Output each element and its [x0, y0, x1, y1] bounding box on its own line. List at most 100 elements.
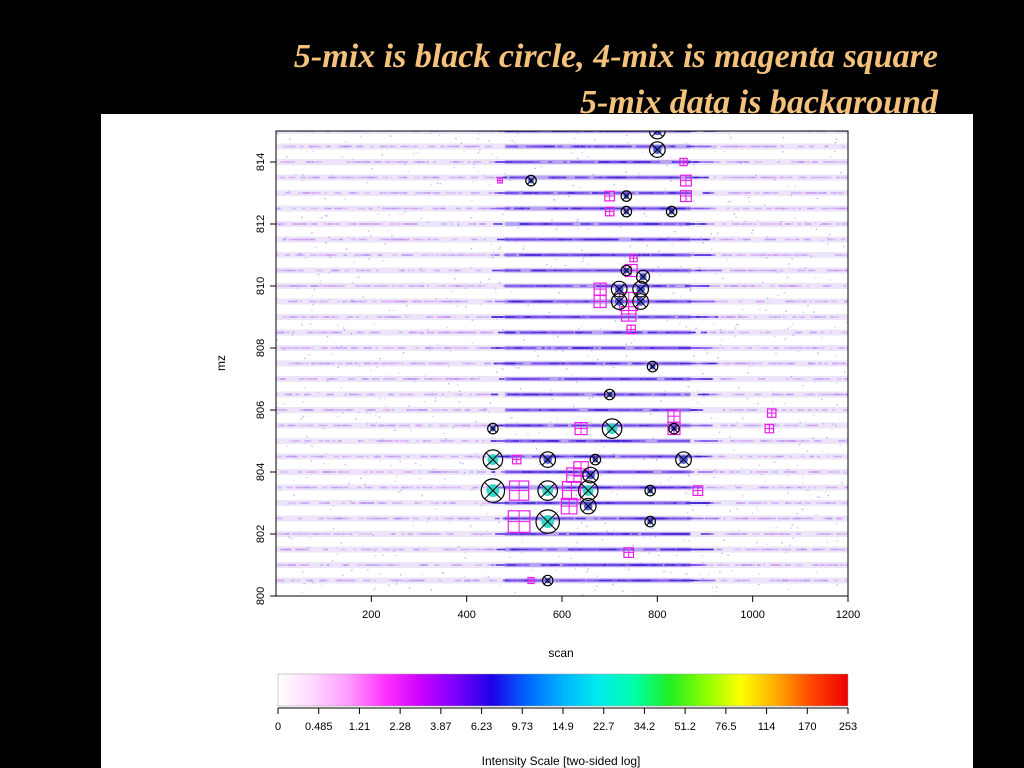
four-mix-marker — [604, 206, 615, 217]
intensity-dash — [655, 192, 665, 194]
noise-dot — [377, 206, 380, 209]
intensity-dash — [365, 564, 374, 566]
noise-dot — [438, 134, 441, 136]
intensity-dash — [694, 548, 704, 551]
noise-dot — [841, 482, 843, 484]
noise-dot — [632, 544, 634, 547]
noise-dot — [761, 281, 764, 284]
intensity-dash — [547, 161, 551, 163]
noise-dot — [712, 147, 715, 150]
intensity-dash — [675, 254, 685, 256]
intensity-dash — [793, 579, 797, 582]
noise-dot — [288, 253, 290, 256]
intensity-dash — [757, 455, 763, 458]
noise-dot — [401, 410, 404, 412]
five-mix-marker — [632, 293, 650, 310]
intensity-dash — [602, 564, 608, 566]
intensity-dash — [782, 517, 786, 520]
noise-dot — [469, 524, 472, 527]
intensity-dash — [695, 455, 705, 458]
intensity-dash — [391, 161, 397, 163]
noise-dot — [820, 398, 823, 401]
noise-dot — [379, 357, 382, 360]
colorbar-tick-label: 9.73 — [512, 721, 533, 733]
intensity-dash — [742, 331, 749, 334]
colorbar-strip — [277, 673, 849, 707]
noise-dot — [369, 412, 371, 415]
intensity-dash — [342, 145, 347, 148]
intensity-dash — [515, 176, 529, 179]
intensity-dash — [701, 362, 716, 365]
intensity-dash — [622, 517, 636, 520]
intensity-dash — [361, 285, 370, 287]
noise-dot — [813, 381, 816, 384]
intensity-dash — [745, 347, 753, 349]
intensity-dash — [455, 176, 462, 179]
intensity-dash — [728, 331, 735, 334]
noise-dot — [706, 352, 709, 355]
intensity-dash — [541, 254, 560, 256]
intensity-dash — [306, 564, 310, 566]
intensity-dash — [510, 548, 529, 551]
marker-circle — [603, 388, 616, 401]
intensity-dash — [679, 517, 686, 520]
intensity-dash — [661, 176, 670, 179]
intensity-dash — [776, 207, 783, 210]
noise-dot — [565, 433, 568, 435]
intensity-dash — [830, 471, 839, 473]
intensity-dash — [441, 486, 447, 489]
noise-dot — [337, 324, 339, 326]
intensity-dash — [439, 455, 444, 458]
intensity-dash — [604, 316, 620, 318]
intensity-dash — [402, 471, 410, 473]
intensity-dash — [740, 176, 749, 179]
intensity-dash — [741, 440, 750, 442]
intensity-dash — [465, 207, 470, 210]
intensity-dash — [794, 238, 800, 241]
noise-dot — [793, 217, 796, 219]
intensity-dash — [747, 424, 756, 427]
noise-dot — [324, 197, 326, 200]
intensity-dash — [479, 254, 487, 256]
noise-dot — [701, 372, 704, 375]
intensity-streak — [504, 284, 691, 288]
noise-dot — [734, 335, 737, 337]
intensity-dash — [399, 424, 403, 427]
intensity-dash — [589, 254, 600, 256]
intensity-dash — [738, 331, 744, 334]
noise-dot — [570, 373, 573, 376]
intensity-dash — [352, 176, 356, 179]
intensity-dash — [281, 579, 286, 582]
intensity-dash — [417, 424, 421, 427]
noise-dot — [567, 476, 570, 479]
noise-dot — [639, 438, 641, 441]
noise-dot — [379, 573, 381, 575]
noise-dot — [823, 422, 825, 425]
noise-dot — [791, 523, 794, 526]
noise-dot — [541, 378, 543, 380]
intensity-dash — [725, 161, 729, 163]
intensity-dash — [611, 533, 620, 535]
noise-dot — [394, 554, 397, 557]
noise-dot — [580, 325, 583, 328]
noise-dot — [313, 288, 316, 291]
intensity-dash — [783, 409, 787, 411]
noise-dot — [594, 589, 596, 592]
intensity-dash — [620, 176, 634, 179]
intensity-dash — [414, 548, 419, 551]
intensity-dash — [512, 440, 519, 442]
marker-x-b — [580, 483, 596, 498]
x-tick-label: 1200 — [836, 609, 860, 621]
intensity-dash — [454, 269, 459, 272]
intensity-dash — [823, 300, 829, 303]
intensity-dash — [297, 517, 303, 520]
intensity-dash — [454, 300, 460, 303]
intensity-dash — [326, 316, 330, 318]
intensity-dash — [730, 440, 735, 442]
intensity-dash — [757, 285, 761, 287]
intensity-dash — [462, 378, 469, 380]
noise-dot — [729, 435, 731, 438]
intensity-dash — [525, 564, 530, 566]
intensity-dash — [501, 471, 515, 473]
noise-dot — [329, 508, 332, 511]
